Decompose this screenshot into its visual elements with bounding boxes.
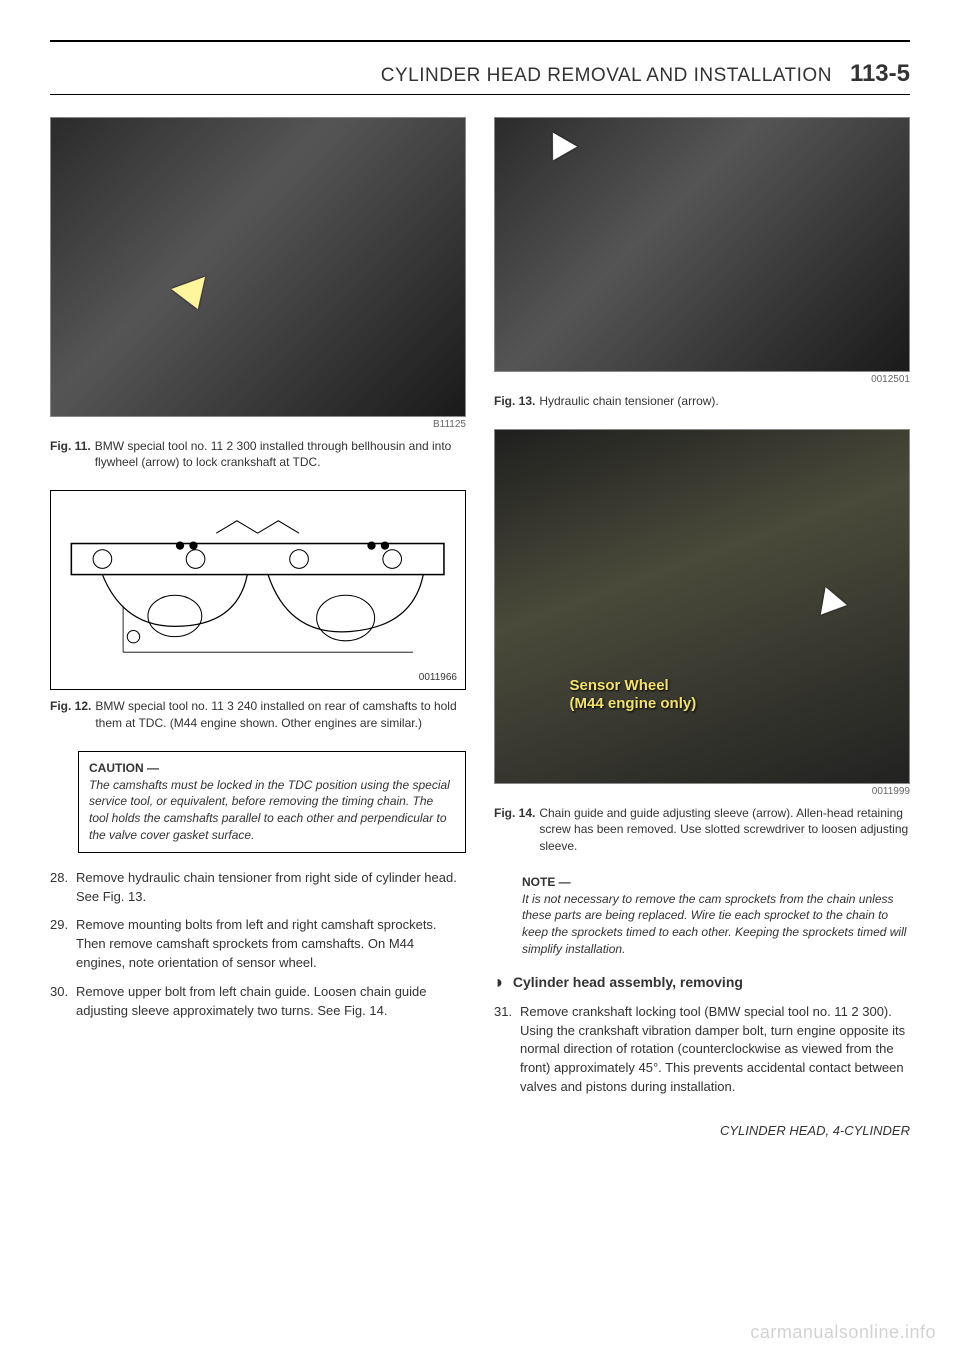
- content-columns: B11125 Fig. 11. BMW special tool no. 11 …: [50, 117, 910, 1138]
- arrow-icon: [821, 587, 849, 619]
- fig14-overlay-text: Sensor Wheel (M44 engine only): [570, 677, 697, 713]
- page-header: CYLINDER HEAD REMOVAL AND INSTALLATION 1…: [50, 60, 910, 95]
- subheading-text: Cylinder head assembly, removing: [513, 974, 743, 990]
- caution-box: CAUTION — The camshafts must be locked i…: [78, 751, 466, 853]
- watermark: carmanualsonline.info: [750, 1322, 936, 1343]
- fig12-diagram-id: 0011966: [419, 672, 457, 683]
- fig14-caption-text: Chain guide and guide adjusting sleeve (…: [539, 805, 910, 854]
- step-30: 30. Remove upper bolt from left chain gu…: [50, 983, 466, 1021]
- step-text: Remove upper bolt from left chain guide.…: [76, 983, 466, 1021]
- note-body: It is not necessary to remove the cam sp…: [522, 892, 906, 956]
- camshaft-diagram-svg: [61, 501, 454, 679]
- step-number: 28.: [50, 869, 76, 907]
- fig13-photo: [494, 117, 910, 372]
- subhead-marker-icon: ◗: [494, 972, 505, 993]
- fig12-label: Fig. 12.: [50, 698, 91, 730]
- fig11-caption: Fig. 11. BMW special tool no. 11 2 300 i…: [50, 438, 466, 470]
- right-steps-list: 31. Remove crankshaft locking tool (BMW …: [494, 1003, 910, 1097]
- caution-body: The camshafts must be locked in the TDC …: [89, 778, 450, 842]
- step-text: Remove hydraulic chain tensioner from ri…: [76, 869, 466, 907]
- fig11-image-id: B11125: [50, 419, 466, 430]
- step-number: 31.: [494, 1003, 520, 1097]
- step-text: Remove crankshaft locking tool (BMW spec…: [520, 1003, 910, 1097]
- fig14-photo: Sensor Wheel (M44 engine only): [494, 429, 910, 784]
- fig14-label: Fig. 14.: [494, 805, 535, 854]
- caution-heading: CAUTION —: [89, 761, 159, 775]
- fig11-caption-text: BMW special tool no. 11 2 300 installed …: [95, 438, 466, 470]
- subheading-row: ◗ Cylinder head assembly, removing: [494, 972, 910, 993]
- arrow-icon: [171, 277, 214, 316]
- section-title: CYLINDER HEAD REMOVAL AND INSTALLATION: [381, 65, 832, 87]
- overlay-line2: (M44 engine only): [570, 695, 697, 712]
- step-number: 30.: [50, 983, 76, 1021]
- step-29: 29. Remove mounting bolts from left and …: [50, 916, 466, 973]
- fig12-caption-text: BMW special tool no. 11 3 240 installed …: [95, 698, 466, 730]
- fig13-caption: Fig. 13. Hydraulic chain tensioner (arro…: [494, 393, 910, 409]
- fig13-image-id: 0012501: [494, 374, 910, 385]
- step-28: 28. Remove hydraulic chain tensioner fro…: [50, 869, 466, 907]
- fig14-image-id: 0011999: [494, 786, 910, 797]
- fig14-caption: Fig. 14. Chain guide and guide adjusting…: [494, 805, 910, 854]
- fig12-diagram: 0011966: [50, 490, 466, 690]
- step-31: 31. Remove crankshaft locking tool (BMW …: [494, 1003, 910, 1097]
- note-heading: NOTE —: [522, 875, 571, 889]
- note-block: NOTE — It is not necessary to remove the…: [522, 874, 910, 958]
- step-text: Remove mounting bolts from left and righ…: [76, 916, 466, 973]
- fig13-label: Fig. 13.: [494, 393, 535, 409]
- page-number: 113-5: [850, 60, 910, 88]
- overlay-line1: Sensor Wheel: [570, 677, 669, 694]
- fig11-photo: [50, 117, 466, 417]
- arrow-icon: [541, 133, 577, 168]
- top-rule: [50, 40, 910, 42]
- step-number: 29.: [50, 916, 76, 973]
- left-steps-list: 28. Remove hydraulic chain tensioner fro…: [50, 869, 466, 1021]
- section-footer: CYLINDER HEAD, 4-CYLINDER: [494, 1123, 910, 1138]
- left-column: B11125 Fig. 11. BMW special tool no. 11 …: [50, 117, 466, 1138]
- fig13-caption-text: Hydraulic chain tensioner (arrow).: [539, 393, 718, 409]
- right-column: 0012501 Fig. 13. Hydraulic chain tension…: [494, 117, 910, 1138]
- fig11-label: Fig. 11.: [50, 438, 91, 470]
- fig12-caption: Fig. 12. BMW special tool no. 11 3 240 i…: [50, 698, 466, 730]
